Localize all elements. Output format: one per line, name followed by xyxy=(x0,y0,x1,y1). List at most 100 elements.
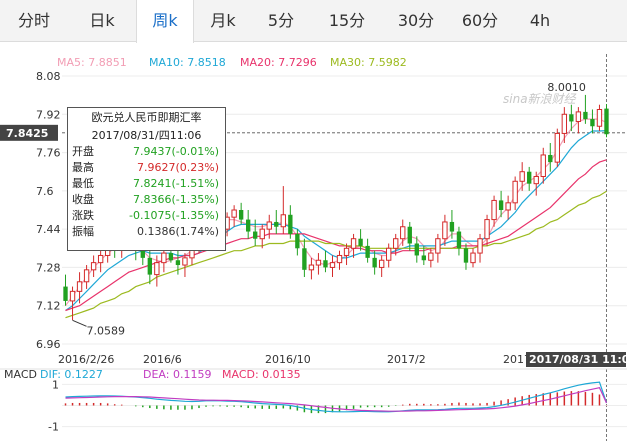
tooltip-title: 欧元兑人民币即期汇率 xyxy=(91,111,202,124)
candle-body xyxy=(182,257,188,266)
candle-body xyxy=(386,247,392,261)
tooltip-row-value: 7.9627(0.23%) xyxy=(136,161,219,174)
tab-6[interactable]: 15分 xyxy=(328,11,366,30)
ma-legend-ma30: MA30: 7.5982 xyxy=(330,56,407,69)
macd-dif-line xyxy=(65,381,608,413)
candle-body xyxy=(590,119,595,127)
price-tick-label: 7.28 xyxy=(36,261,61,274)
candle-body xyxy=(583,111,588,120)
date-tick-label: 2016/10 xyxy=(265,353,311,366)
candle-body xyxy=(533,176,539,185)
tooltip-row-label: 开盘 xyxy=(72,145,94,158)
candle-body xyxy=(302,248,307,270)
watermark: sina新浪财经 xyxy=(503,92,578,106)
tab-2[interactable]: 日k xyxy=(89,11,115,30)
macd-dea-line xyxy=(65,387,608,412)
price-tick-label: 7.76 xyxy=(36,147,61,160)
candle-body xyxy=(463,248,469,263)
ohlc-tooltip: 欧元兑人民币即期汇率 2017/08/31/四11:06 开盘 7.9437(-0… xyxy=(67,107,226,251)
tooltip-row: 振幅 0.1386(1.74%) xyxy=(68,224,225,240)
tooltip-row: 最低 7.8241(-1.51%) xyxy=(68,176,225,192)
candle-body xyxy=(456,231,462,249)
candle-body xyxy=(421,255,426,261)
candle-body xyxy=(343,247,350,256)
tooltip-row-label: 涨跌 xyxy=(72,209,94,222)
macd-legend-dea: DEA: 0.1159 xyxy=(143,368,211,381)
price-tick-label: 8.08 xyxy=(36,70,61,83)
candle-body xyxy=(428,252,434,261)
price-tick-label: 7.6 xyxy=(36,185,54,198)
candle-body xyxy=(168,253,174,261)
price-tick-label: 7.44 xyxy=(36,223,61,236)
candle-body xyxy=(393,238,399,249)
tab-5[interactable]: 5分 xyxy=(267,11,295,30)
candle-body xyxy=(548,154,553,163)
candle-body xyxy=(161,252,167,264)
ma-legend-ma20: MA20: 7.7296 xyxy=(240,56,317,69)
tooltip-row-value: 7.8366(-1.35%) xyxy=(133,193,219,206)
low-price-pointer xyxy=(72,319,87,327)
macd-legend-macd: MACD: 0.0135 xyxy=(222,368,301,381)
candle-body xyxy=(554,132,560,163)
candle-body xyxy=(350,238,357,249)
crosshair-price-label: 7.8425 xyxy=(6,127,48,140)
tooltip-row-value: 0.1386(1.74%) xyxy=(136,225,219,238)
candle-body xyxy=(378,259,385,268)
candle-body xyxy=(266,221,272,230)
tooltip-row-label: 振幅 xyxy=(72,225,94,238)
tooltip-row-value: 7.9437(-0.01%) xyxy=(133,145,219,158)
candle-body xyxy=(477,238,483,254)
candle-body xyxy=(140,250,145,258)
macd-tick-label: 1 xyxy=(52,378,59,391)
period-tab-bar: 分时 日k 周k 月k 5分 15分 30分 60分 4h xyxy=(0,0,627,43)
price-tick-label: 7.12 xyxy=(36,300,61,313)
candle-body xyxy=(400,226,406,240)
tooltip-row: 涨跌 -0.1075(-1.35%) xyxy=(68,208,225,224)
candle-body xyxy=(288,214,293,234)
tooltip-row-label: 最高 xyxy=(72,161,94,174)
tooltip-row-value: -0.1075(-1.35%) xyxy=(129,209,219,222)
tab-7[interactable]: 30分 xyxy=(397,11,435,30)
candle-body xyxy=(414,243,419,256)
macd-legend-dif: DIF: 0.1227 xyxy=(40,368,103,381)
tab-1[interactable]: 分时 xyxy=(17,11,50,30)
tab-3[interactable]: 周k xyxy=(136,0,194,43)
candle-body xyxy=(259,228,265,240)
candle-body xyxy=(175,260,181,266)
candle-body xyxy=(238,210,244,220)
candle-body xyxy=(323,260,328,268)
candle-body xyxy=(435,238,441,254)
low-price-annotation: 7.0589 xyxy=(87,324,126,337)
candle-body xyxy=(575,111,582,122)
tab-9[interactable]: 4h xyxy=(529,11,551,30)
high-price-annotation: 8.0010 xyxy=(547,81,586,94)
candles xyxy=(63,94,609,321)
candle-body xyxy=(97,254,104,264)
candle-body xyxy=(336,254,343,264)
candle-body xyxy=(491,199,497,221)
tooltip-row-label: 收盘 xyxy=(72,193,94,206)
tab-8[interactable]: 60分 xyxy=(461,11,499,30)
candle-body xyxy=(604,108,609,135)
ma-line-ma30 xyxy=(65,190,607,319)
candle-body xyxy=(280,214,286,228)
candle-body xyxy=(596,109,603,127)
candle-body xyxy=(231,209,237,218)
chart-labels: 8.08 7.92 7.76 7.6 7.44 7.28 7.12 6.96 2016/2/26… xyxy=(0,56,627,367)
macd-tick-label: -1 xyxy=(48,421,59,434)
candle-body xyxy=(519,171,525,182)
crosshair-price-badge xyxy=(0,124,58,141)
tooltip-row-label: 最低 xyxy=(72,177,94,190)
date-tick-label: 2016/2/26 xyxy=(58,353,114,366)
ma-line-ma10 xyxy=(65,130,607,311)
candle-body xyxy=(90,262,97,271)
candle-body xyxy=(484,219,490,240)
crosshair-time-badge xyxy=(526,352,626,367)
candle-body xyxy=(498,200,504,210)
tooltip-row-value: 7.8241(-1.51%) xyxy=(133,177,219,190)
date-tick-label: 2016/6 xyxy=(143,353,182,366)
candle-body xyxy=(561,113,568,134)
candle-body xyxy=(63,286,68,301)
tab-4[interactable]: 月k xyxy=(210,11,236,30)
date-tick-label: 2017/2 xyxy=(387,353,426,366)
